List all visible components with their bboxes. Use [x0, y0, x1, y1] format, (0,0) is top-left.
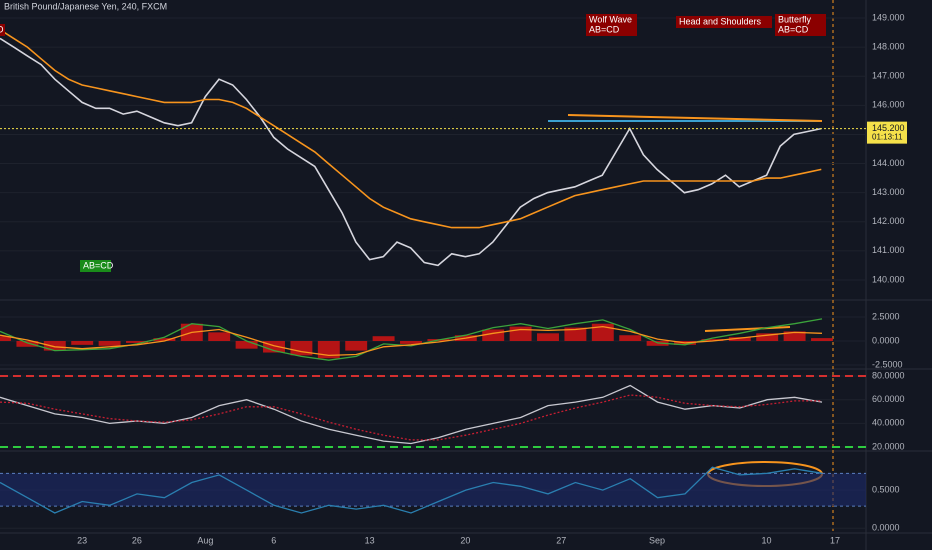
y-tick-label: 80.0000: [872, 370, 905, 380]
y-tick-label: 143.000: [872, 187, 905, 197]
annotation-text: Head and Shoulders: [679, 16, 762, 26]
histogram-bar: [126, 341, 148, 343]
y-tick-label: 0.5000: [872, 484, 900, 494]
y-tick-label: 142.000: [872, 216, 905, 226]
annotation-text: Butterfly: [778, 14, 812, 24]
histogram-bar: [345, 341, 368, 351]
histogram-bar: [728, 337, 751, 342]
y-tick-label: 146.000: [872, 100, 905, 110]
x-tick-label: 13: [365, 535, 375, 545]
histogram-bar: [235, 341, 258, 349]
annotation-text: D: [0, 24, 4, 34]
annotation-box: [775, 14, 826, 36]
x-tick-label: 27: [556, 535, 566, 545]
histogram-bar: [564, 327, 587, 342]
x-tick-label: 26: [132, 535, 142, 545]
x-tick-label: 10: [762, 535, 772, 545]
y-tick-label: 148.000: [872, 42, 905, 52]
annotation-box: [0, 24, 5, 36]
y-tick-label: 2.5000: [872, 311, 900, 321]
y-tick-label: 0.0000: [872, 335, 900, 345]
y-tick-label: 141.000: [872, 245, 905, 255]
annotation-text: AB=CD: [83, 260, 114, 270]
annotation-text: AB=CD: [589, 24, 620, 34]
y-tick-label: 20.0000: [872, 441, 905, 451]
histogram-bar: [43, 341, 66, 351]
trend-line: [704, 326, 791, 332]
y-tick-label: 149.000: [872, 12, 905, 22]
y-tick-label: 40.0000: [872, 418, 905, 428]
y-tick-label: 144.000: [872, 158, 905, 168]
histogram-bar: [482, 329, 505, 342]
histogram-bar: [619, 335, 642, 342]
countdown-label: 01:13:11: [872, 133, 903, 142]
series-line: [0, 318, 823, 361]
annotation-text: Wolf Wave: [589, 14, 632, 24]
chart-title: British Pound/Japanese Yen, 240, FXCM: [4, 1, 167, 11]
histogram-bar: [400, 341, 422, 344]
histogram-bar: [701, 339, 724, 342]
annotation-text: AB=CD: [778, 24, 809, 34]
last-price-label: 145.200: [872, 123, 905, 133]
x-tick-label: 20: [460, 535, 470, 545]
y-tick-label: 0.0000: [872, 523, 900, 533]
series-line: [0, 466, 823, 514]
x-tick-label: 6: [271, 535, 276, 545]
annotation-box: [586, 14, 637, 36]
histogram-bar: [208, 332, 231, 342]
histogram-bar: [0, 336, 11, 342]
histogram-bar: [317, 341, 340, 359]
x-tick-label: Aug: [197, 535, 213, 545]
annotation-box: [80, 260, 111, 272]
histogram-bar: [509, 326, 532, 342]
histogram-bar: [263, 341, 285, 353]
histogram-bar: [16, 341, 39, 347]
histogram-bar: [153, 338, 176, 342]
x-tick-label: Sep: [649, 535, 665, 545]
histogram-bar: [756, 333, 779, 342]
series-line: [0, 37, 822, 267]
y-tick-label: -2.5000: [872, 359, 903, 369]
annotation-box: [676, 16, 772, 28]
histogram-bar: [372, 336, 395, 342]
series-line: [0, 29, 822, 229]
x-tick-label: 17: [830, 535, 840, 545]
last-price-box: [867, 121, 907, 144]
histogram-bar: [811, 338, 833, 342]
y-tick-label: 60.0000: [872, 394, 905, 404]
histogram-bar: [783, 331, 806, 342]
y-tick-label: 147.000: [872, 71, 905, 81]
series-line: [0, 384, 823, 445]
level-band: [0, 473, 866, 507]
series-line: [0, 325, 823, 357]
histogram-bar: [71, 341, 94, 345]
x-tick-label: 23: [77, 535, 87, 545]
trend-line: [567, 114, 823, 122]
histogram-bar: [537, 333, 559, 342]
y-tick-label: 140.000: [872, 274, 905, 284]
histogram-bar: [98, 341, 121, 346]
